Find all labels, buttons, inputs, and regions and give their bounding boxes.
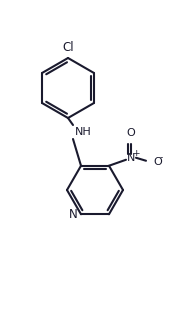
Text: Cl: Cl — [62, 41, 74, 54]
Text: N: N — [69, 208, 78, 221]
Text: NH: NH — [75, 127, 92, 137]
Text: -: - — [159, 153, 163, 162]
Text: +: + — [132, 149, 140, 158]
Text: O: O — [127, 128, 135, 138]
Text: N: N — [127, 153, 135, 163]
Text: O: O — [153, 157, 162, 167]
